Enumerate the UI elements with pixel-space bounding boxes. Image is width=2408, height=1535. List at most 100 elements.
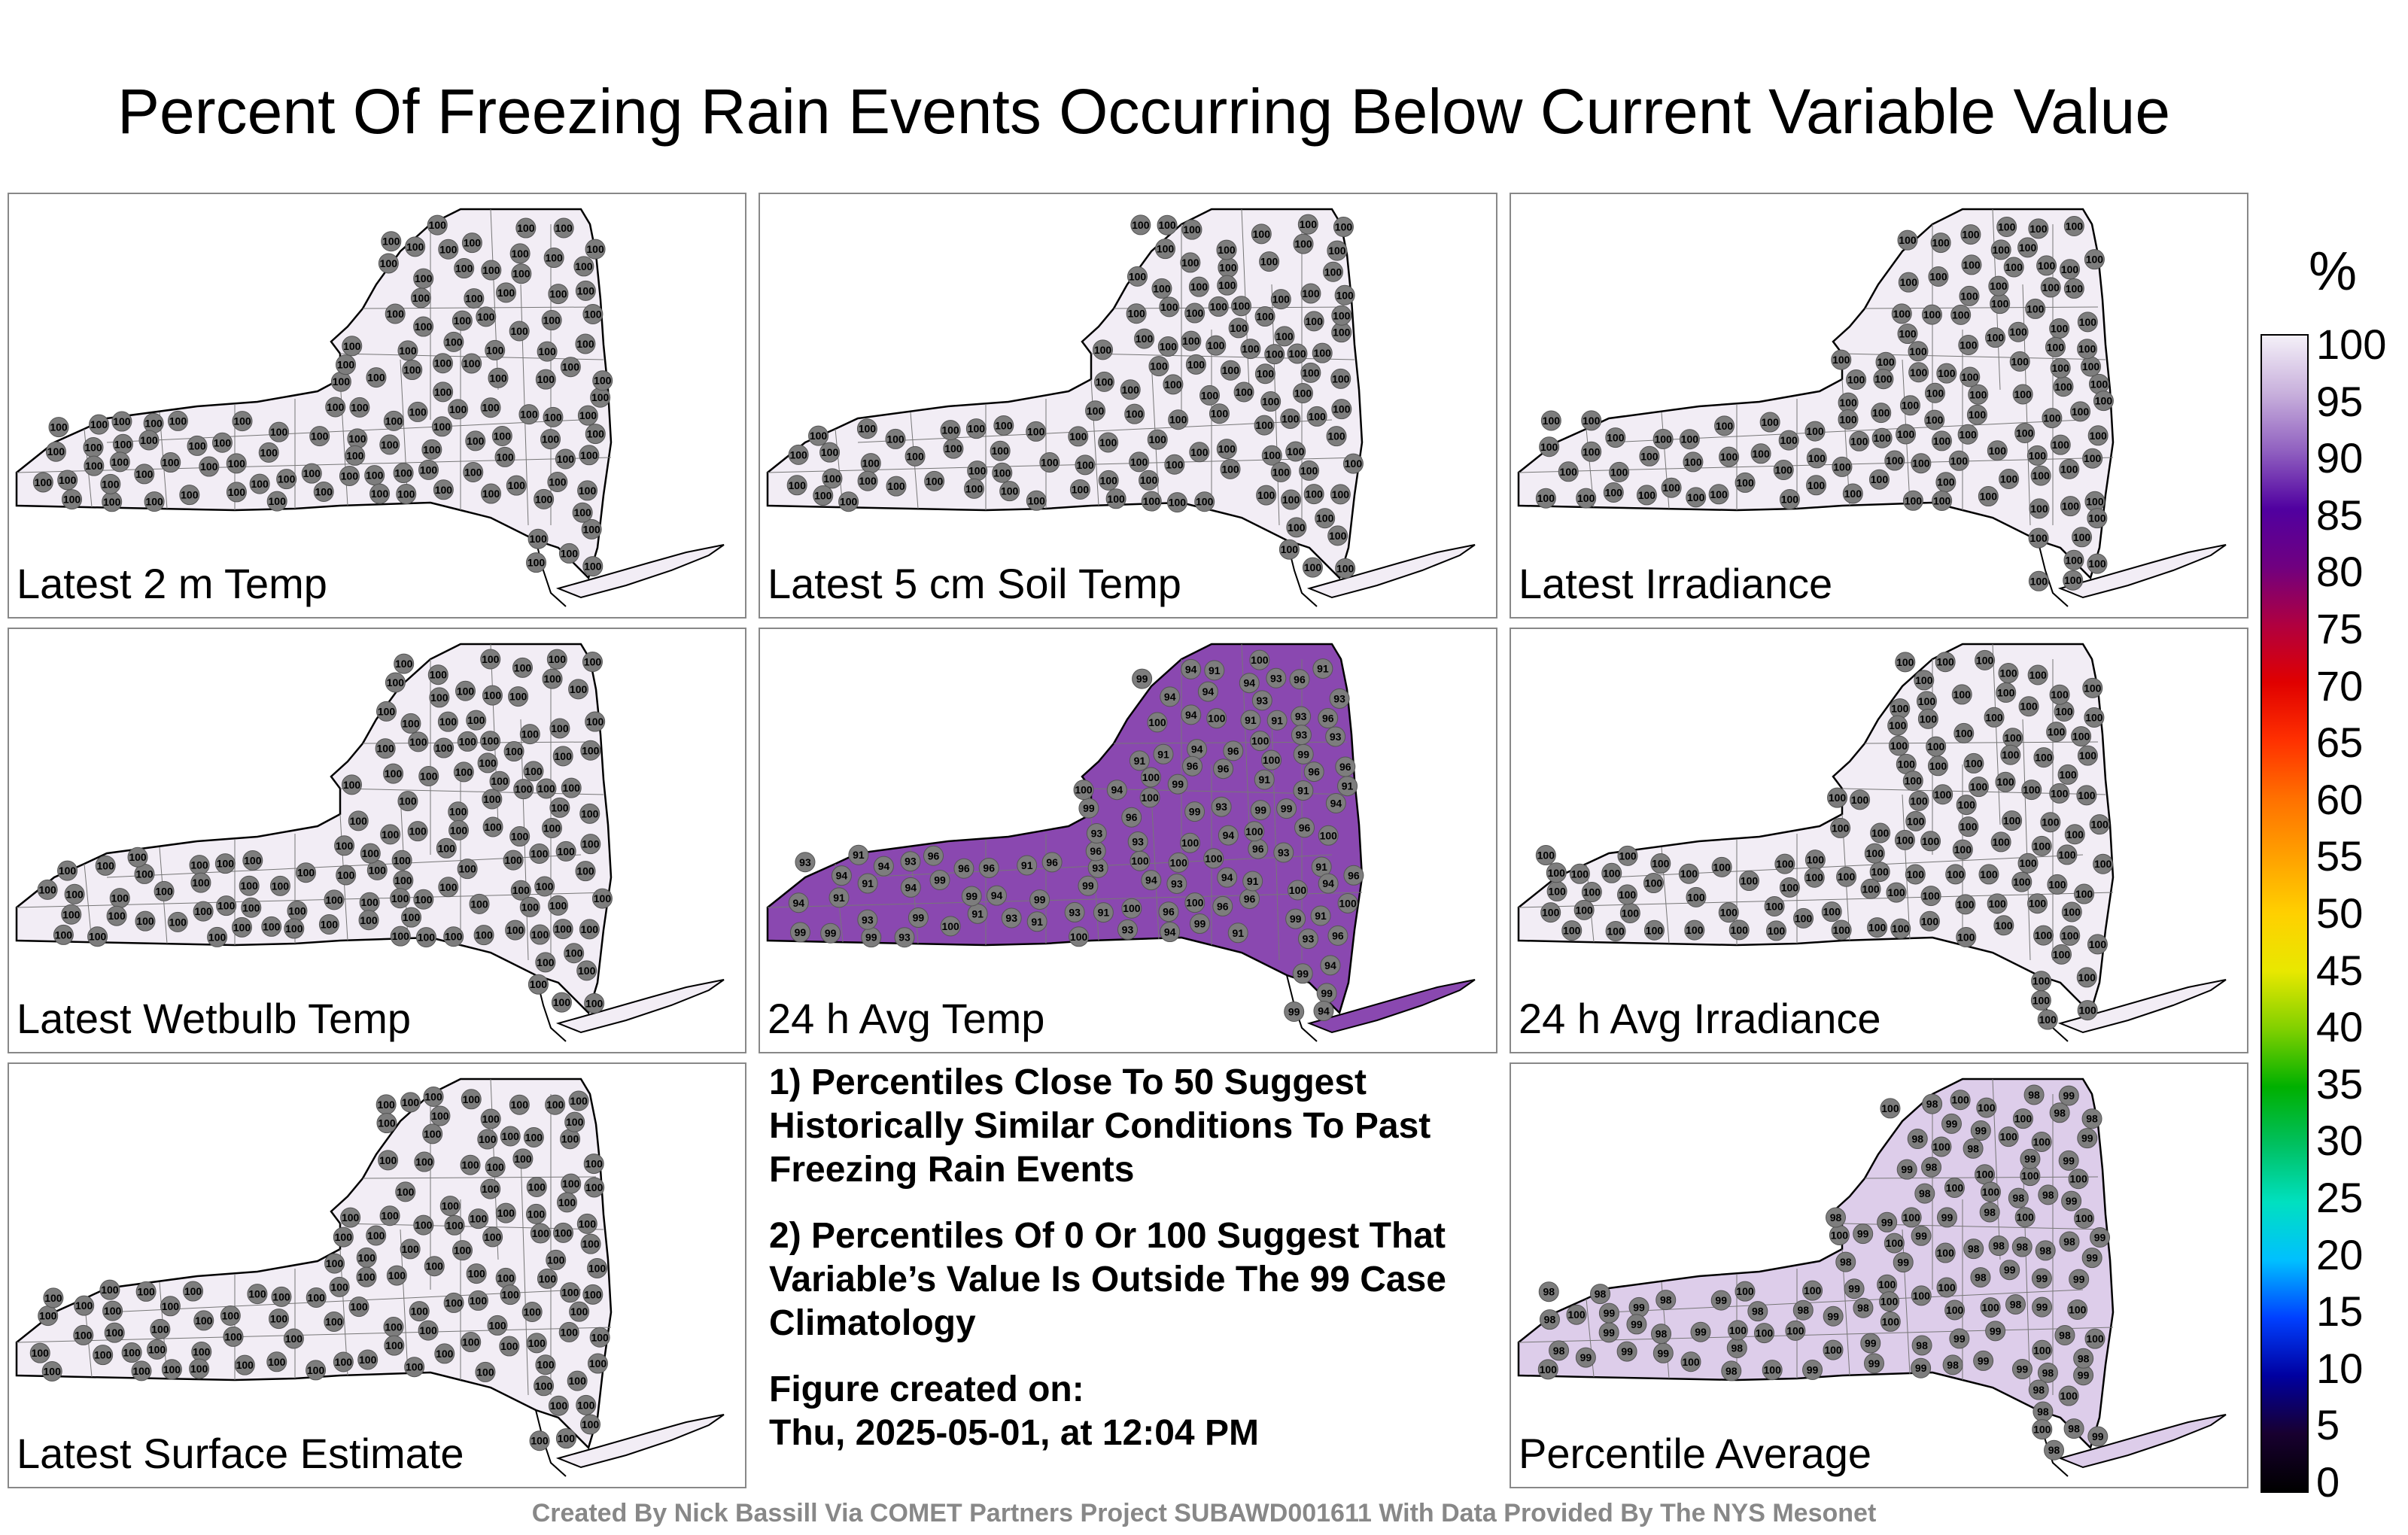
station-marker <box>584 992 605 1014</box>
station-marker <box>1774 853 1795 874</box>
station-value: 100 <box>1287 445 1305 457</box>
station-value: 100 <box>1169 414 1187 426</box>
county-boundary <box>857 419 1333 443</box>
station-value: 100 <box>515 783 533 795</box>
station-marker <box>576 1394 597 1415</box>
station-value: 100 <box>576 338 594 350</box>
station-marker <box>1853 1223 1874 1245</box>
station-value: 100 <box>59 865 77 877</box>
station-value: 100 <box>1736 1285 1754 1297</box>
colorbar-tick-label: 80 <box>2316 548 2364 596</box>
station-value: 98 <box>1967 1142 1979 1154</box>
station-marker <box>1303 311 1324 332</box>
station-value: 100 <box>415 1156 433 1168</box>
station-marker <box>1026 421 1047 442</box>
station-value: 100 <box>348 433 366 445</box>
station-value: 100 <box>162 457 180 469</box>
station-value: 100 <box>270 426 288 438</box>
station-marker <box>575 333 596 354</box>
station-marker <box>509 243 531 264</box>
station-marker <box>386 1265 407 1286</box>
station-value: 100 <box>387 308 405 320</box>
state-map: 1001001001001001001001001001001001001001… <box>15 643 725 1042</box>
station-marker <box>147 1339 168 1360</box>
station-value: 100 <box>366 470 384 482</box>
station-marker <box>269 875 290 896</box>
station-value: 100 <box>240 880 258 892</box>
station-value: 100 <box>434 357 452 369</box>
station-marker <box>1846 369 1867 391</box>
station-marker <box>144 491 165 512</box>
station-marker <box>1616 1341 1637 1362</box>
station-marker <box>239 875 260 896</box>
station-value: 100 <box>1862 883 1880 895</box>
station-marker <box>1643 873 1664 894</box>
station-value: 100 <box>1951 1094 1969 1106</box>
station-marker <box>1132 668 1153 689</box>
map-panel-latest-5-cm-soil-temp: 100 100 100 100 100 100 100 100 100 100 100 100 100 1… <box>759 193 1497 619</box>
station-marker <box>271 1286 292 1307</box>
station-value: 98 <box>1660 1294 1672 1306</box>
station-value: 100 <box>1764 1364 1782 1376</box>
station-value: 100 <box>2088 558 2106 570</box>
station-marker <box>1968 384 1989 405</box>
station-value: 100 <box>1308 410 1326 422</box>
station-marker <box>1924 382 1945 403</box>
footer-credit: Created By Nick Bassill Via COMET Partne… <box>531 1499 1877 1527</box>
station-value: 99 <box>1082 880 1094 892</box>
station-value: 96 <box>1339 761 1351 773</box>
station-marker <box>1850 789 1871 810</box>
station-value: 100 <box>1907 815 1925 827</box>
station-marker <box>1281 489 1302 510</box>
station-value: 100 <box>2033 994 2051 1006</box>
station-value: 100 <box>1263 449 1282 461</box>
station-value: 100 <box>554 923 572 935</box>
station-value: 100 <box>403 364 421 376</box>
station-value: 96 <box>1187 760 1199 772</box>
station-marker <box>555 1428 576 1449</box>
station-value: 100 <box>2021 1170 2039 1182</box>
station-value: 100 <box>399 795 417 807</box>
station-marker <box>1256 485 1277 506</box>
station-value: 100 <box>184 1285 202 1297</box>
station-marker <box>2084 249 2105 270</box>
station-marker <box>549 718 570 739</box>
station-value: 100 <box>1126 408 1144 420</box>
station-value: 100 <box>2058 849 2076 861</box>
station-value: 98 <box>1916 1339 1928 1351</box>
station-value: 98 <box>2048 1444 2060 1456</box>
station-marker <box>1605 427 1626 448</box>
station-marker <box>2005 1293 2026 1315</box>
station-marker <box>1157 336 1178 357</box>
station-marker <box>1293 743 1314 764</box>
station-marker <box>2029 498 2050 519</box>
station-marker <box>822 468 843 489</box>
station-value: 100 <box>2065 554 2083 566</box>
station-value: 100 <box>248 1288 266 1300</box>
station-marker <box>1727 1320 1748 1341</box>
station-marker <box>1181 704 1202 725</box>
colorbar-tick-label: 90 <box>2316 434 2364 482</box>
station-marker <box>167 410 188 431</box>
station-value: 100 <box>537 373 555 385</box>
station-value: 100 <box>569 1375 587 1387</box>
station-value: 100 <box>1196 496 1214 508</box>
station-marker <box>433 381 454 403</box>
station-value: 100 <box>439 716 458 728</box>
station-marker <box>540 429 561 450</box>
station-value: 100 <box>442 1200 460 1212</box>
station-marker <box>1978 486 1999 507</box>
station-value: 100 <box>1877 356 1895 368</box>
station-marker <box>1331 399 1352 420</box>
station-value: 100 <box>1806 425 1824 437</box>
station-marker <box>2081 1248 2102 1269</box>
station-marker <box>402 360 423 381</box>
station-marker <box>579 803 600 824</box>
figure-created: Figure created on: Thu, 2025-05-01, at 1… <box>769 1368 1491 1455</box>
station-value: 100 <box>810 430 828 442</box>
station-marker <box>924 470 945 491</box>
station-marker <box>283 1328 304 1349</box>
station-marker <box>1952 839 1973 860</box>
station-value: 99 <box>1281 803 1293 815</box>
